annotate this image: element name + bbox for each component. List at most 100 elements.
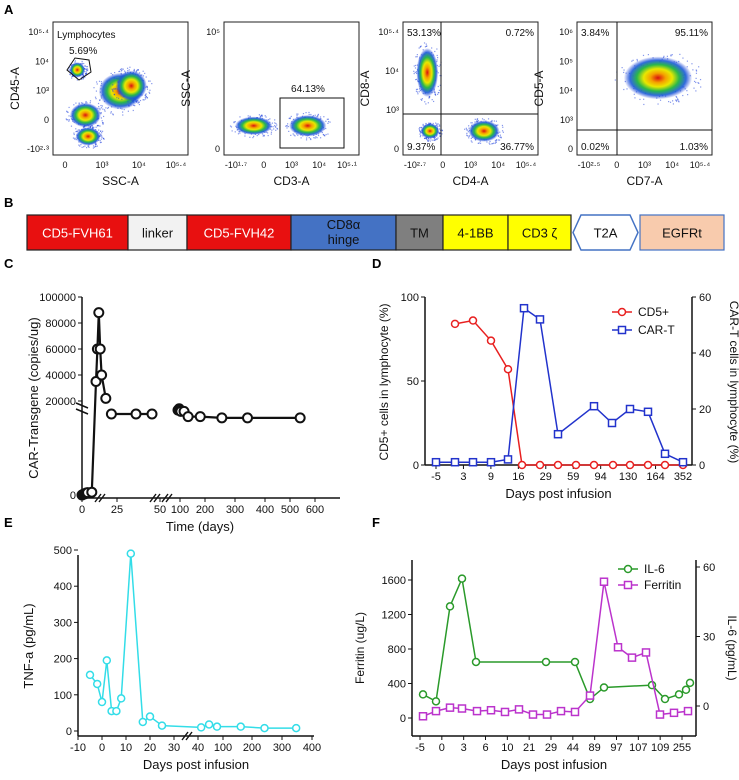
flow-event [634,97,636,99]
flow-event [111,88,113,90]
flow-event [416,56,418,58]
flow-plot-1: SSC-A CD45-A 0 10³ 10⁴ 10⁵·⁴ 10⁵·⁴ 10⁴ 10³ 0 -10²·… [8,21,189,188]
legend-label: IL-6 [644,562,665,576]
flow-event [491,121,493,123]
flow-event [101,130,104,132]
flow-event [631,60,633,62]
flow-event [431,99,433,101]
flow-event [137,69,139,71]
flow-event [417,93,419,95]
ferritin-data-point [655,710,665,719]
flow-event [233,122,235,124]
il6-data-point [445,602,455,611]
flow-event [95,144,97,146]
y2-tick-label: 30 [703,632,715,644]
flow-event [429,140,431,142]
x-axis-label: Time (days) [166,519,234,534]
legend-label: Ferritin [644,578,681,592]
flow-event [477,142,479,144]
flow-event [422,124,424,127]
flow-event [274,119,276,121]
x-tick-label: 300 [226,504,244,516]
flow-event [86,65,88,68]
construct-segment-6: 4-1BB [442,214,509,251]
y-tick-label: 100 [54,690,72,702]
flow-event [83,75,85,77]
flow-event [441,133,443,135]
flow-event [495,141,497,143]
flow-event [118,97,120,99]
flow-event [695,77,697,79]
flow-event [89,100,92,102]
flow-event [133,70,135,72]
flow-event [414,67,417,69]
flow-event [491,143,493,145]
il6-data-point [599,683,609,692]
flow-event [100,113,102,115]
flow-event [434,138,436,140]
flow-event [145,76,147,78]
panel-label-c: C [4,256,14,271]
flow-event [71,75,73,78]
flow-event [309,138,312,140]
construct-segment-5: TM [395,214,444,251]
flow-event [466,135,469,137]
flow-event [139,99,142,102]
flow-event [657,103,659,105]
flow-y-tick: 10³ [386,105,399,115]
flow-event [468,125,470,127]
axis-break [94,493,102,503]
flow-event [427,102,429,104]
x-tick-label: 20 [144,742,156,754]
flow-event [151,82,153,85]
flow-density [416,48,439,98]
flow-event [101,105,103,107]
tnf-data-point [260,723,269,733]
flow-event [85,73,87,76]
flow-event [290,115,292,118]
axis-break [185,731,193,741]
data-point [96,369,108,381]
flow-event [268,119,270,121]
flow-event [501,124,504,127]
flow-event [494,142,496,144]
flow-event [237,133,240,135]
flow-x-tick: 10³ [638,160,651,170]
flow-event [290,134,292,136]
flow-x-label: SSC-A [102,174,139,188]
flow-events [614,53,702,106]
y-tick-label: 1200 [382,610,406,622]
x-tick-label: 300 [273,742,291,754]
flow-event [120,72,122,74]
flow-density [115,70,147,102]
x-tick-label: 3 [461,742,467,754]
flow-event [149,89,151,91]
flow-event [474,121,476,123]
flow-event [659,99,662,101]
flow-event [436,138,438,140]
il6-data-point [457,574,467,583]
construct-segment-8: T2A [572,214,639,251]
legend-label: CAR-T [638,323,675,337]
flow-x-tick: -10²·⁷ [404,160,426,170]
flow-density [289,115,327,137]
flow-event [288,117,290,120]
flow-event [145,93,147,95]
flow-event [464,128,466,130]
flow-event [85,73,87,75]
flow-event [497,139,499,141]
flow-y-tick: 10⁴ [559,86,573,96]
flow-event [297,113,299,115]
flow-event [121,69,123,71]
flow-event [434,91,436,93]
construct-segment-label: 4-1BB [457,226,493,241]
construct-segment-9: EGFRt [639,214,725,251]
ferritin-data-point [683,706,693,716]
flow-event [289,117,291,119]
cart-data-point [535,315,545,324]
flow-event [261,114,263,116]
flow-event [419,131,421,133]
flow-event [678,101,680,103]
cart-data-point [660,449,670,459]
flow-event [93,146,96,148]
